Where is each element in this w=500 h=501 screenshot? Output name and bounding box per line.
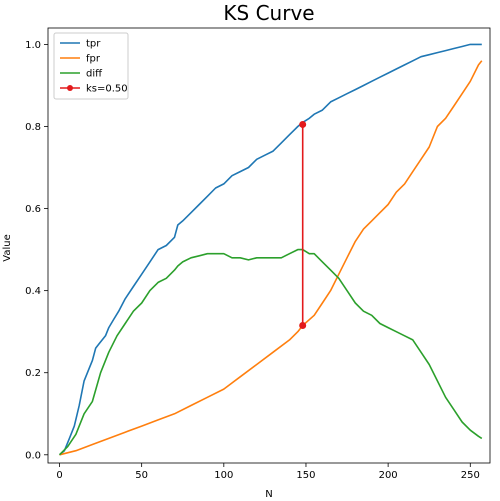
y-tick-label: 0.4 — [25, 286, 41, 297]
chart-title: KS Curve — [223, 1, 314, 25]
legend: tpr fpr diff ks=0.50 — [53, 32, 129, 100]
y-axis-label: Value — [2, 234, 13, 261]
y-tick-label: 0.6 — [25, 204, 41, 215]
legend-box — [53, 32, 129, 100]
y-tick-label: 1.0 — [25, 40, 41, 51]
x-tick-label: 0 — [56, 470, 62, 481]
x-tick-label: 50 — [135, 470, 148, 481]
axes-frame — [47, 27, 491, 464]
x-tick-label: 200 — [379, 470, 398, 481]
x-tick-label: 250 — [461, 470, 480, 481]
x-tick-label: 100 — [214, 470, 233, 481]
y-tick-label: 0.8 — [25, 122, 41, 133]
series-line-diff — [58, 248, 483, 456]
x-axis-label: N — [265, 489, 272, 500]
ks-marker-point — [299, 120, 307, 128]
legend-label: ks=0.50 — [86, 84, 128, 95]
ks-marker-point — [299, 322, 307, 330]
y-tick-label: 0.2 — [25, 368, 41, 379]
legend-marker — [67, 85, 73, 91]
x-tick-label: 150 — [296, 470, 315, 481]
legend-label: diff — [86, 69, 103, 80]
legend-label: fpr — [86, 54, 101, 65]
y-tick-label: 0.0 — [25, 450, 41, 461]
plot-area: 0 50 100 150 200 250 0.0 0.2 0.4 0.6 0.8 1.0 — [25, 27, 491, 481]
series-line-fpr — [59, 60, 483, 456]
series-line-tpr — [58, 43, 482, 456]
legend-label: tpr — [86, 39, 101, 50]
